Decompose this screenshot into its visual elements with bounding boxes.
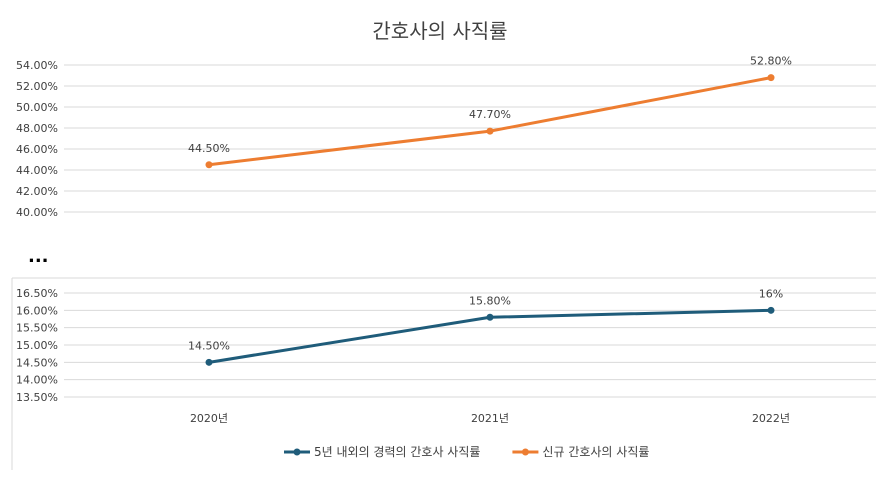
y-tick-label: 15.00% — [16, 339, 58, 352]
chart-title: 간호사의 사직률 — [372, 19, 507, 43]
data-label: 14.50% — [188, 339, 230, 352]
y-tick-label: 42.00% — [16, 185, 58, 198]
x-axis: 2020년 2021년 2022년 — [190, 412, 790, 425]
axis-break-marker: ... — [28, 246, 49, 267]
y-tick-label: 54.00% — [16, 59, 58, 72]
legend-label: 신규 간호사의 사직률 — [542, 445, 649, 459]
data-point — [486, 127, 494, 135]
y-tick-label: 14.00% — [16, 374, 58, 387]
y-tick-label: 40.00% — [16, 206, 58, 219]
data-point — [205, 358, 213, 366]
legend-label: 5년 내외의 경력의 간호사 사직률 — [314, 445, 480, 459]
y-tick-label: 14.50% — [16, 356, 58, 369]
x-tick-label: 2022년 — [752, 412, 790, 425]
y-tick-label: 46.00% — [16, 143, 58, 156]
legend-swatch-marker — [293, 448, 301, 456]
data-label: 44.50% — [188, 142, 230, 155]
x-tick-label: 2021년 — [471, 412, 509, 425]
data-label: 47.70% — [469, 108, 511, 121]
data-point — [205, 161, 213, 169]
legend-swatch-marker — [521, 448, 529, 456]
series-line — [208, 76, 772, 167]
data-label: 15.80% — [469, 294, 511, 307]
data-label: 52.80% — [750, 55, 792, 68]
y-tick-label: 13.50% — [16, 391, 58, 404]
y-tick-label: 44.00% — [16, 164, 58, 177]
upper-panel: 40.00% 42.00% 44.00% 46.00% 48.00% 50.00% 52.0… — [16, 55, 876, 219]
y-tick-label: 16.50% — [16, 287, 58, 300]
data-label: 16% — [759, 287, 783, 300]
x-tick-label: 2020년 — [190, 412, 228, 425]
legend: 5년 내외의 경력의 간호사 사직률 신규 간호사의 사직률 — [284, 445, 649, 459]
y-tick-label: 15.50% — [16, 322, 58, 335]
y-tick-label: 52.00% — [16, 80, 58, 93]
data-point — [486, 313, 494, 321]
y-tick-label: 50.00% — [16, 101, 58, 114]
y-tick-label: 48.00% — [16, 122, 58, 135]
data-point — [767, 74, 775, 82]
y-tick-label: 16.00% — [16, 304, 58, 317]
data-point — [767, 306, 775, 314]
lower-panel: 13.50% 14.00% 14.50% 15.00% 15.50% 16.00% 16.5… — [16, 287, 876, 404]
